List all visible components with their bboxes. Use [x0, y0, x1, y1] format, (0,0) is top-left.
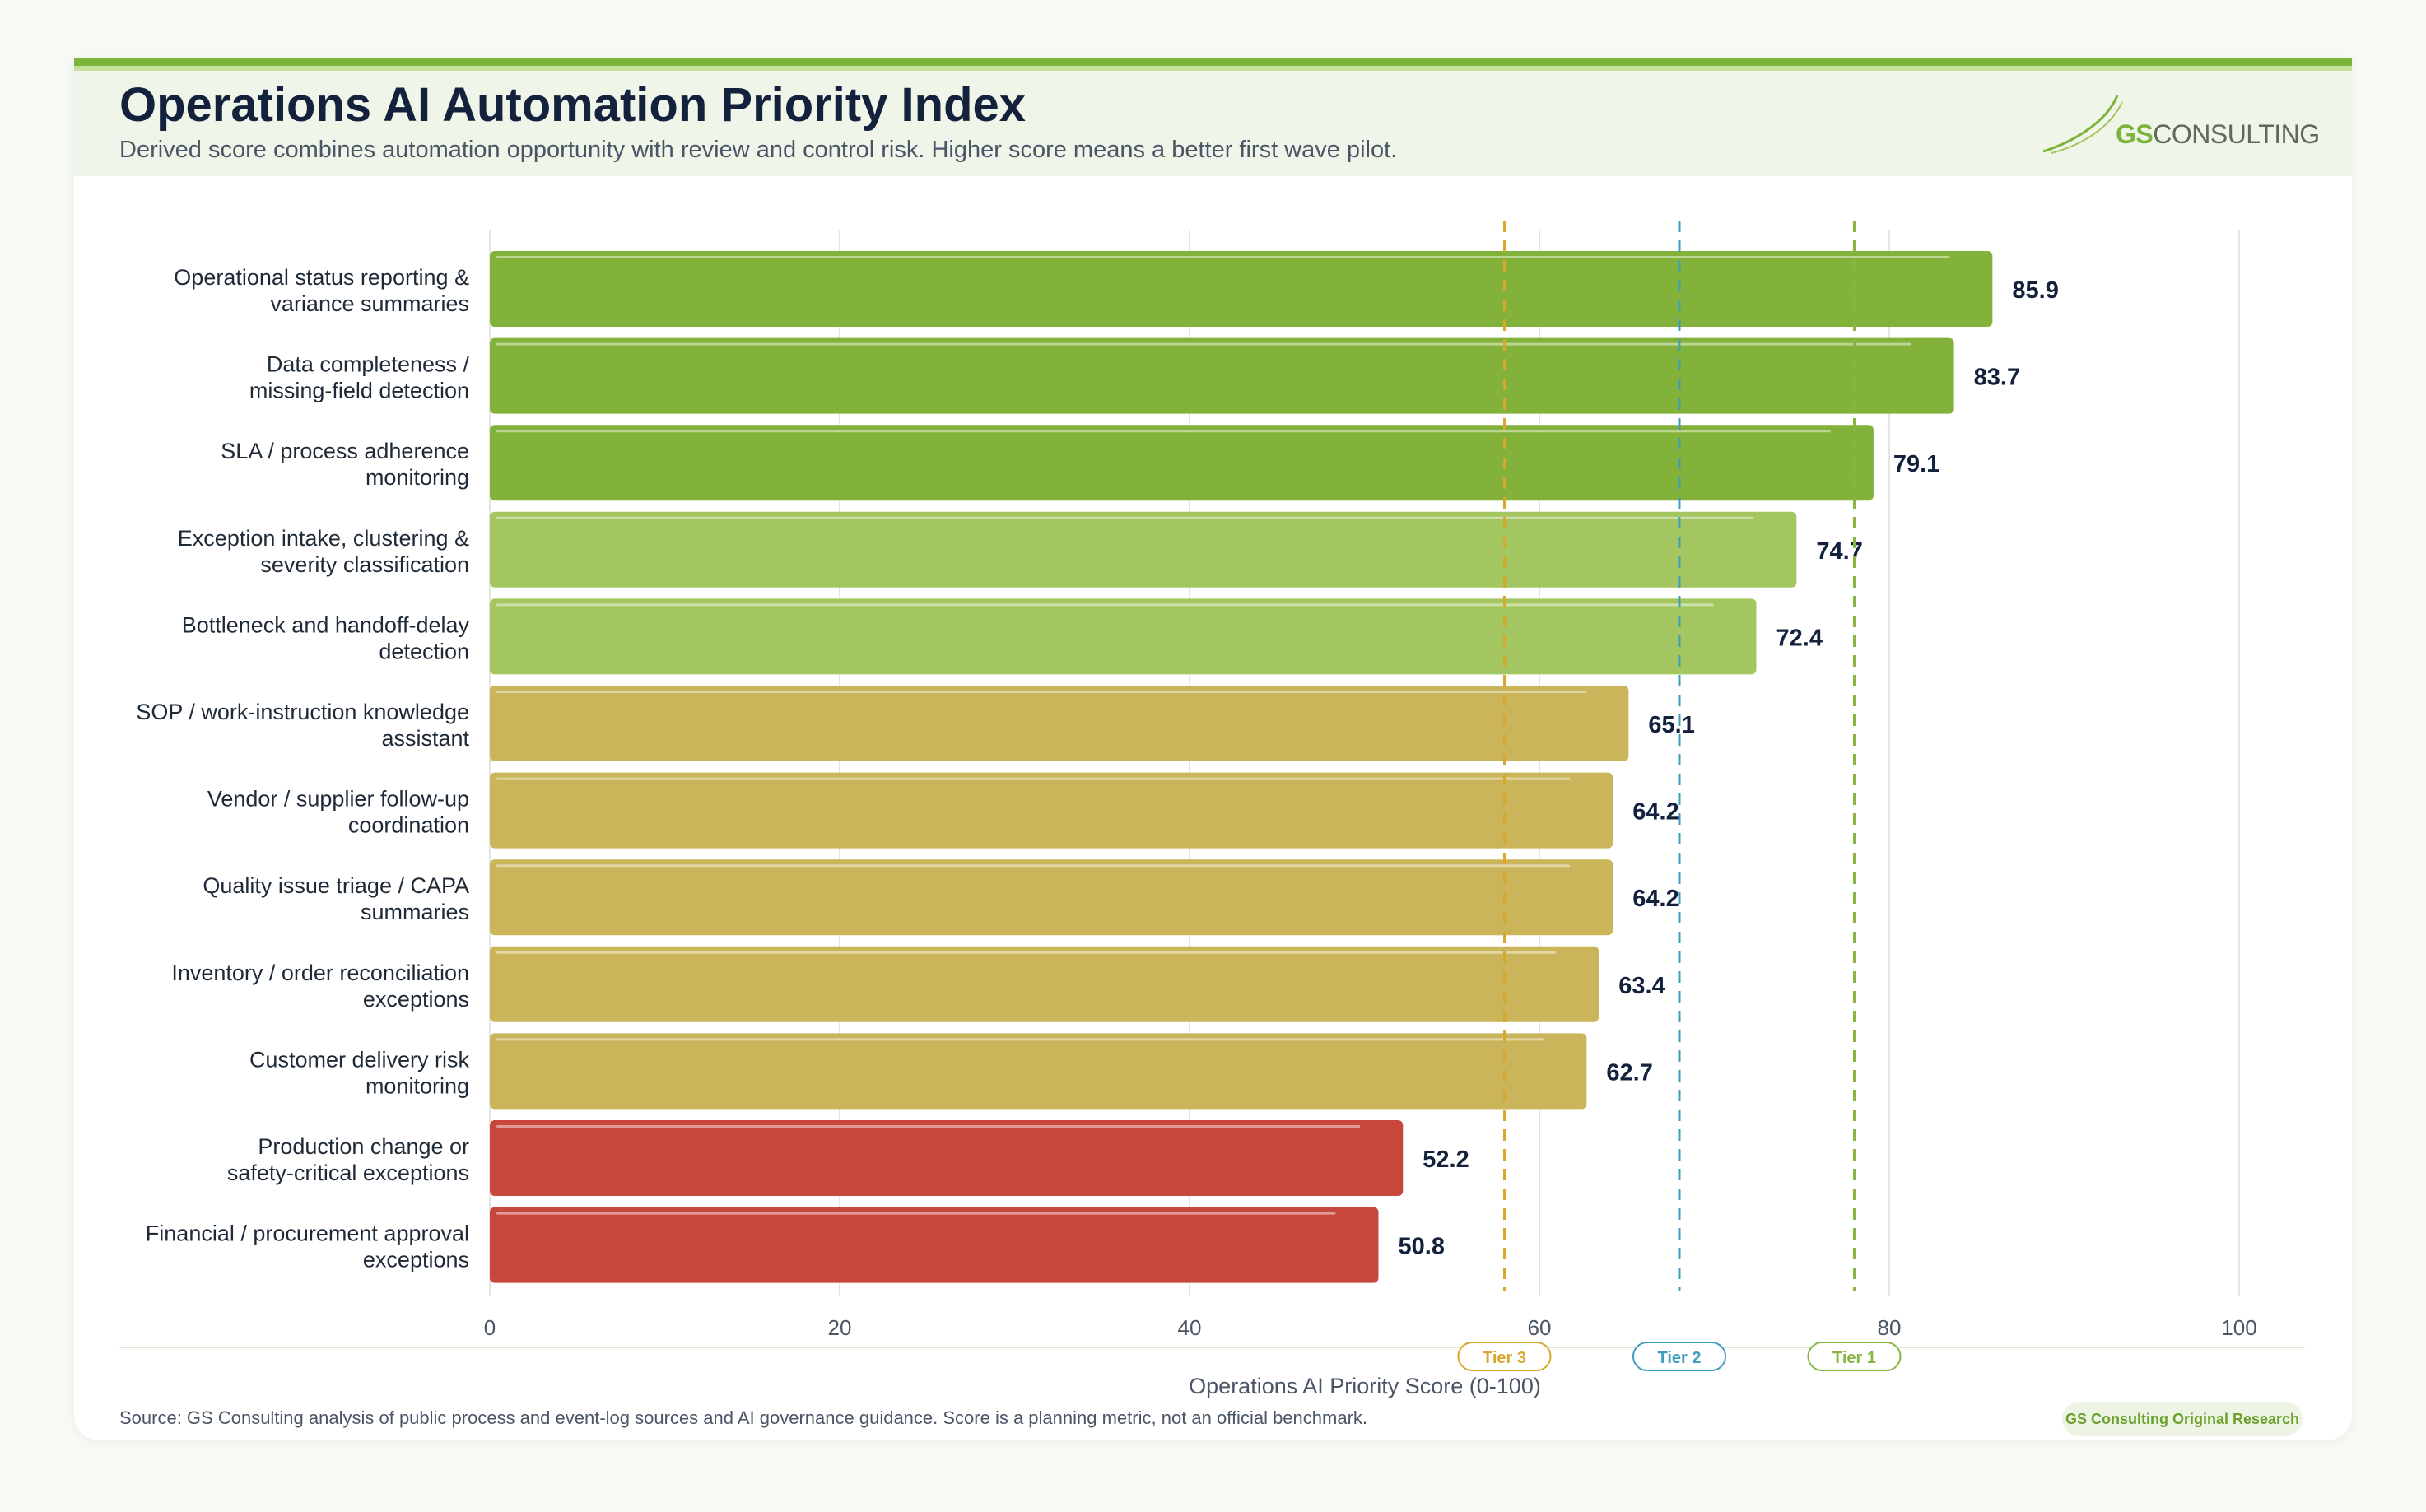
accent-bar: [74, 58, 2352, 66]
category-label: exceptions: [363, 987, 469, 1012]
logo-suffix: CONSULTING: [2153, 119, 2320, 149]
tier-badge: [1807, 1342, 1902, 1371]
tick-label: 80: [1878, 1315, 1902, 1340]
bar: [490, 425, 1874, 501]
category-label: Vendor / supplier follow-up: [207, 787, 469, 812]
tier-label: Tier 3: [1483, 1349, 1526, 1367]
tick-label: 20: [828, 1315, 852, 1340]
bar: [490, 598, 1757, 675]
category-label: Quality issue triage / CAPA: [203, 873, 469, 898]
data-label: 65.1: [1648, 712, 1694, 738]
category-label: Data completeness /: [267, 352, 470, 377]
category-label: summaries: [361, 900, 469, 924]
page-title: Operations AI Automation Priority Index: [119, 78, 1027, 132]
data-label: 64.2: [1632, 799, 1679, 826]
bar: [490, 337, 1954, 414]
bar-highlight: [496, 342, 1911, 346]
bar-highlight: [496, 256, 1950, 258]
bar: [490, 859, 1613, 936]
page-subtitle: Derived score combines automation opport…: [119, 137, 1398, 163]
logo-swoosh-icon: [2042, 95, 2123, 154]
bar: [490, 1207, 1379, 1283]
bar: [490, 772, 1613, 849]
category-label: Bottleneck and handoff-delay: [182, 612, 470, 637]
category-label: detection: [379, 639, 469, 663]
logo: GSCONSULTING: [2116, 119, 2320, 150]
data-label: 72.4: [1776, 625, 1823, 651]
bar-highlight: [496, 864, 1571, 868]
category-label: assistant: [381, 726, 469, 751]
tick-label: 40: [1178, 1315, 1202, 1340]
category-label: Production change or: [258, 1134, 469, 1159]
bar: [490, 686, 1629, 761]
header-band: [74, 71, 2352, 176]
data-label: 74.7: [1816, 538, 1862, 565]
data-label: 64.2: [1632, 886, 1679, 912]
category-label: Operational status reporting &: [174, 265, 469, 290]
logo-prefix: GS: [2116, 119, 2154, 149]
tick-label: 60: [1528, 1315, 1552, 1340]
tier-badge: [1632, 1342, 1726, 1371]
tick-label: 100: [2221, 1315, 2256, 1340]
category-label: SLA / process adherence: [221, 439, 469, 463]
bar-highlight: [496, 691, 1586, 693]
data-label: 50.8: [1399, 1234, 1445, 1260]
category-label: monitoring: [366, 1073, 469, 1098]
accent-bar-light: [74, 66, 2352, 71]
category-label: Customer delivery risk: [249, 1047, 470, 1072]
bar-highlight: [496, 603, 1714, 607]
bar: [490, 251, 1993, 327]
bar-highlight: [496, 951, 1557, 954]
bar-highlight: [496, 1212, 1336, 1215]
source-note: Source: GS Consulting analysis of public…: [119, 1407, 1368, 1428]
category-label: SOP / work-instruction knowledge: [136, 700, 469, 724]
data-label: 62.7: [1606, 1059, 1652, 1086]
category-label: monitoring: [366, 465, 469, 490]
tick-label: 0: [484, 1315, 496, 1340]
bar-highlight: [496, 1125, 1361, 1128]
x-axis-title: Operations AI Priority Score (0-100): [1189, 1374, 1541, 1398]
research-badge: GS Consulting Original Research: [2062, 1402, 2303, 1436]
category-label: coordination: [348, 813, 469, 838]
bar: [490, 946, 1599, 1022]
bar: [490, 511, 1797, 588]
bar: [490, 1120, 1404, 1196]
tier-label: Tier 1: [1832, 1349, 1876, 1367]
category-label: Inventory / order reconciliation: [171, 961, 469, 985]
category-label: severity classification: [260, 552, 469, 577]
data-label: 85.9: [2012, 277, 2058, 304]
category-label: variance summaries: [270, 291, 469, 316]
data-label: 79.1: [1893, 451, 1939, 477]
bar-highlight: [496, 430, 1831, 433]
bar-highlight: [496, 1038, 1544, 1041]
bar: [490, 1033, 1587, 1110]
data-label: 83.7: [1974, 365, 2020, 391]
bar-highlight: [496, 777, 1571, 780]
data-label: 63.4: [1618, 973, 1665, 999]
category-label: safety-critical exceptions: [227, 1161, 469, 1185]
category-label: Exception intake, clustering &: [178, 526, 469, 551]
data-label: 52.2: [1423, 1147, 1469, 1173]
tier-badge: [1457, 1342, 1552, 1371]
category-label: missing-field detection: [249, 379, 469, 403]
bar-highlight: [496, 516, 1754, 519]
category-label: exceptions: [363, 1248, 469, 1272]
tier-label: Tier 2: [1658, 1349, 1702, 1367]
category-label: Financial / procurement approval: [146, 1221, 469, 1246]
